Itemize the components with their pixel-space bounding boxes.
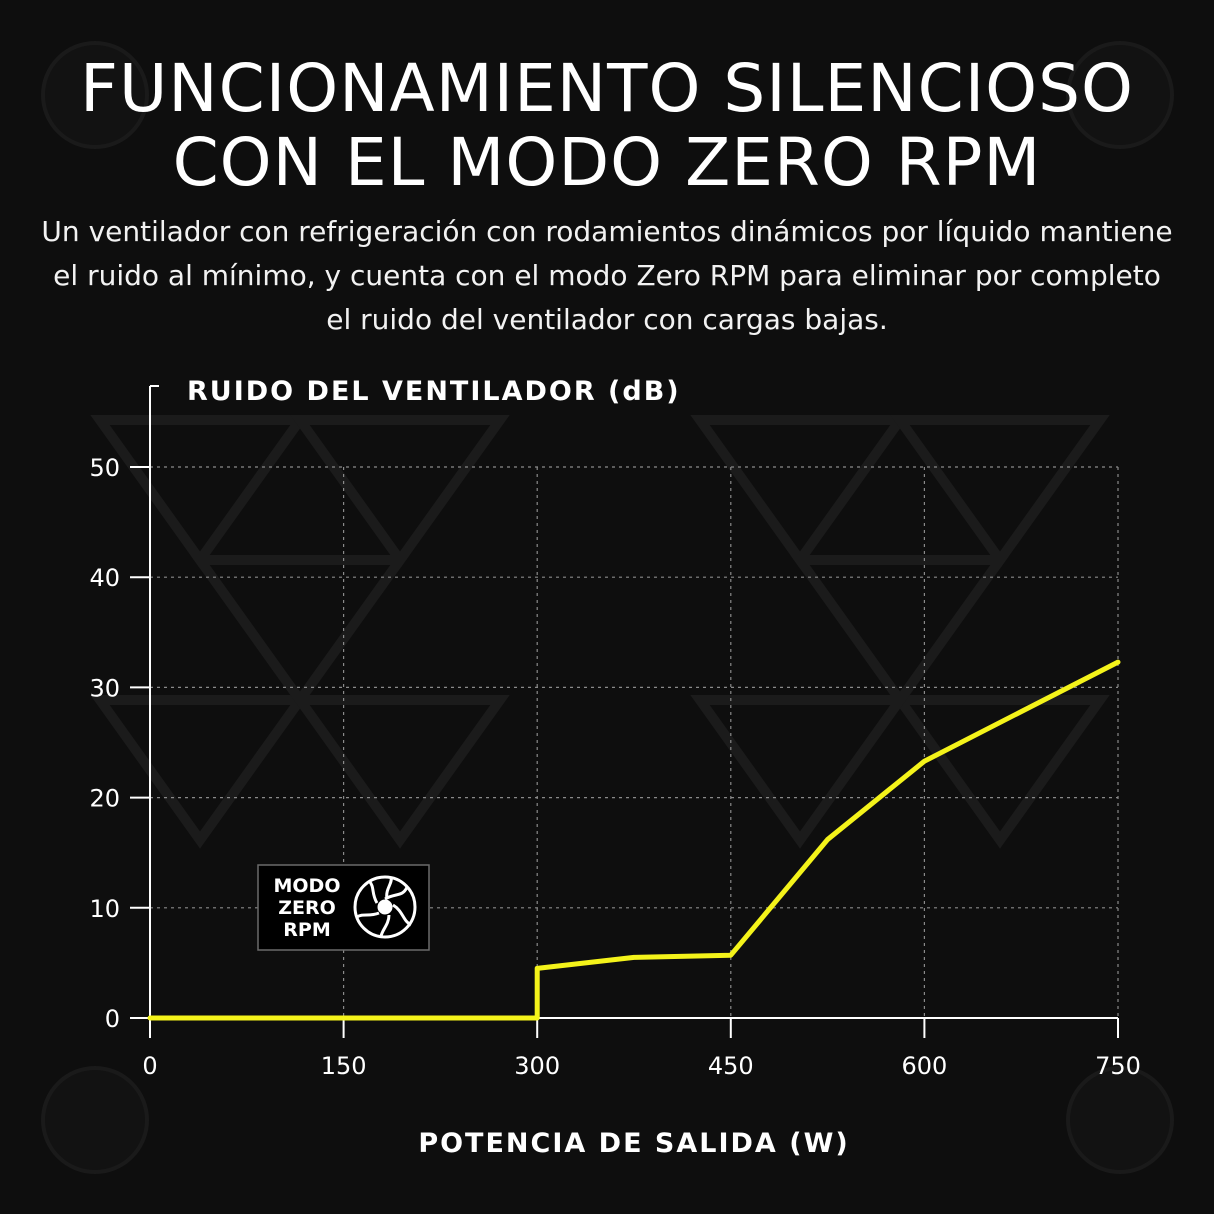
badge-line-3: RPM (283, 919, 330, 941)
x-tick-label: 600 (901, 1052, 947, 1080)
y-tick-label: 10 (89, 895, 120, 923)
title-line-2: CON EL MODO ZERO RPM (172, 124, 1042, 201)
fan-noise-chart: 0 10 20 30 40 50 0 150 300 450 600 750 RUIDO DEL VE… (89, 376, 1140, 1159)
x-axis-title: POTENCIA DE SALIDA (W) (418, 1128, 849, 1159)
chart-grid (150, 466, 1119, 1018)
screw-icon (41, 1066, 149, 1174)
fan-noise-series-line (147, 659, 1121, 1021)
y-tick-label: 20 (89, 785, 120, 813)
x-tick-label: 750 (1095, 1052, 1141, 1080)
title-line-1: FUNCIONAMIENTO SILENCIOSO (80, 50, 1134, 127)
x-tick-label: 150 (321, 1052, 367, 1080)
y-tick-label: 0 (105, 1005, 120, 1033)
screw-icon (41, 41, 149, 149)
y-tick-label: 40 (89, 564, 120, 592)
x-tick-label: 0 (142, 1052, 157, 1080)
screw-icon (1066, 41, 1174, 149)
screw-icon (1066, 1066, 1174, 1174)
page-title: FUNCIONAMIENTO SILENCIOSO CON EL MODO ZE… (0, 52, 1214, 200)
x-tick-label: 300 (514, 1052, 560, 1080)
y-axis-title: RUIDO DEL VENTILADOR (dB) (187, 376, 681, 407)
y-tick-label: 30 (89, 674, 120, 702)
description-text: Un ventilador con refrigeración con roda… (41, 215, 1173, 336)
chart-tick-labels: 0 10 20 30 40 50 0 150 300 450 600 750 (89, 454, 1140, 1080)
badge-line-2: ZERO (278, 897, 336, 919)
zero-rpm-badge: MODO ZERO RPM (257, 864, 430, 951)
y-tick-label: 50 (89, 454, 120, 482)
badge-line-1: MODO (274, 875, 341, 897)
fan-icon (353, 875, 417, 939)
x-tick-label: 450 (708, 1052, 754, 1080)
